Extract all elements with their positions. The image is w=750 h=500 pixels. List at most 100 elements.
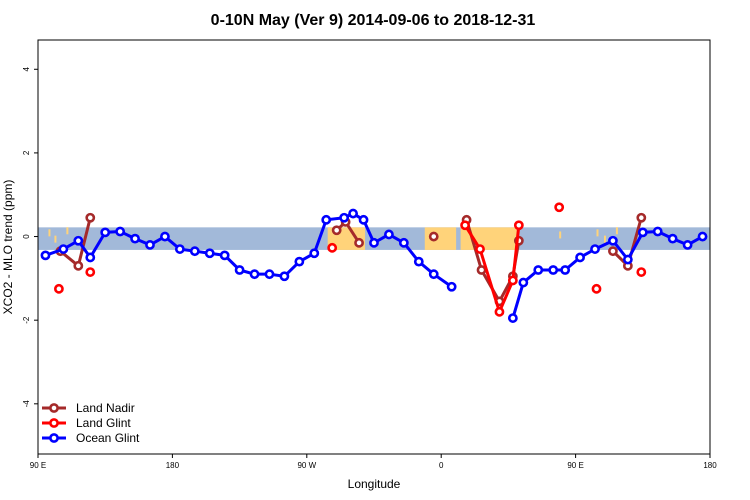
legend-label: Land Glint [76, 416, 131, 430]
ocean-glint-point [369, 237, 379, 248]
series-layer [40, 202, 708, 323]
land-glint-point [475, 244, 485, 254]
ocean-glint-point [234, 265, 245, 275]
ocean-glint-point [189, 246, 200, 257]
legend-label: Ocean Glint [76, 431, 140, 445]
land-glint-point [54, 283, 64, 294]
plot-frame [37, 39, 711, 455]
land-glint-point [591, 283, 602, 294]
ocean-glint-point [174, 244, 185, 254]
ocean-glint-point [339, 212, 350, 223]
legend-label: Land Nadir [76, 401, 135, 415]
ocean-glint-point [348, 208, 358, 219]
x-axis: 90 E 180 90 W 0 90 E 180 [30, 454, 717, 470]
plot-area [38, 202, 710, 323]
ocean-glint-point [130, 233, 140, 244]
series-land-glint [54, 202, 647, 317]
ocean-glint-point [58, 244, 69, 254]
land-glint-point [513, 220, 524, 231]
ocean-glint-point [160, 231, 170, 242]
ocean-glint-point [428, 269, 439, 280]
ocean-glint-point [507, 313, 518, 323]
ocean-glint-point [358, 214, 369, 225]
x-tick-label: 90 E [30, 461, 46, 470]
legend-item-ocean-glint: Ocean Glint [42, 431, 140, 445]
ocean-glint-point [575, 252, 585, 263]
land-glint-point [636, 267, 647, 277]
ocean-glint-point [533, 265, 544, 275]
ocean-glint-point [667, 233, 678, 244]
ocean-glint-point [204, 248, 215, 259]
ocean-glint-point [446, 281, 457, 292]
land-nadir-point [331, 225, 342, 236]
y-tick-label: 2 [22, 150, 31, 155]
x-tick-label: 90 W [297, 461, 316, 470]
chart-title: 0-10N May (Ver 9) 2014-09-06 to 2018-12-… [211, 12, 536, 29]
land-nadir-point [85, 212, 96, 223]
land-sliver [615, 227, 618, 235]
x-tick-label: 180 [166, 461, 180, 470]
land-glint-point [460, 220, 470, 231]
ocean-glint-point [652, 226, 663, 237]
ocean-glint-point [697, 231, 708, 242]
land-sliver [48, 229, 51, 237]
x-tick-label: 90 E [567, 461, 583, 470]
y-tick-label: 0 [22, 234, 31, 239]
ocean-glint-point [85, 252, 96, 263]
x-tick-label: 0 [439, 461, 444, 470]
land-sliver [603, 235, 606, 243]
land-nadir-point [73, 260, 84, 271]
y-tick-label: 4 [22, 66, 31, 71]
ocean-glint-point [608, 235, 618, 246]
y-tick-label: -4 [22, 400, 31, 408]
land-sliver [559, 231, 562, 239]
y-tick-label: -2 [22, 316, 31, 324]
legend-marker [49, 433, 59, 443]
ocean-glint-point [309, 248, 320, 259]
ocean-glint-line [44, 212, 453, 288]
y-axis: -4 -2 0 2 4 [22, 66, 38, 407]
x-axis-label: Longitude [348, 477, 401, 491]
land-sliver [66, 227, 69, 235]
x-tick-label: 180 [703, 461, 717, 470]
land-nadir-point [476, 265, 487, 275]
legend-item-land-glint: Land Glint [42, 416, 131, 430]
ocean-glint-point [413, 256, 424, 267]
series-ocean-glint [40, 208, 708, 323]
ocean-glint-point [73, 235, 84, 246]
land-glint-point [507, 275, 518, 286]
ocean-glint-point [321, 214, 332, 225]
land-nadir-point [428, 231, 439, 242]
land-glint-point [327, 242, 338, 253]
land-nadir-point [608, 246, 618, 257]
ocean-glint-point [590, 244, 600, 254]
land-sliver [54, 235, 57, 243]
ocean-glint-point [622, 254, 633, 265]
legend-marker [49, 403, 59, 413]
land-nadir-point [636, 212, 647, 223]
ocean-glint-point [115, 226, 126, 237]
ocean-glint-point [398, 237, 409, 248]
land-glint-point [494, 306, 505, 317]
land-glint-point [85, 267, 96, 277]
ocean-glint-point [100, 227, 111, 238]
land-nadir-point [354, 237, 364, 248]
ocean-glint-point [145, 240, 155, 250]
ocean-glint-point [518, 277, 529, 288]
land-glint-point [554, 202, 565, 213]
ocean-glint-point [279, 271, 290, 282]
ocean-glint-point [219, 250, 230, 261]
ocean-glint-point [40, 250, 51, 261]
ocean-glint-point [637, 227, 648, 238]
ocean-glint-point [682, 240, 693, 250]
ocean-glint-point [294, 256, 305, 267]
legend-marker [49, 418, 59, 428]
ocean-glint-point [560, 265, 571, 275]
legend-item-land-nadir: Land Nadir [42, 401, 135, 415]
y-axis-label: XCO2 - MLO trend (ppm) [1, 180, 15, 315]
ocean-glint-point [264, 269, 275, 280]
ocean-glint-point [249, 269, 260, 280]
ocean-glint-point [384, 229, 394, 240]
